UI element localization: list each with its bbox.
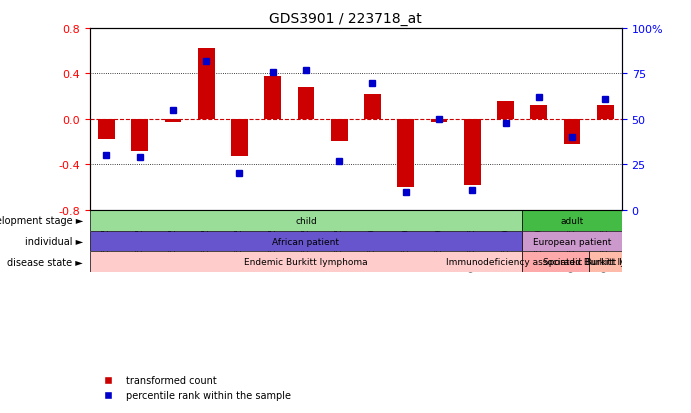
Legend: transformed count, percentile rank within the sample: transformed count, percentile rank withi…	[95, 371, 294, 404]
Bar	[522, 231, 622, 252]
Bar	[298, 88, 314, 120]
Text: European patient: European patient	[533, 237, 612, 246]
Bar	[464, 120, 480, 185]
Bar	[430, 120, 447, 123]
Bar	[231, 120, 248, 157]
Bar	[331, 120, 348, 141]
Text: Endemic Burkitt lymphoma: Endemic Burkitt lymphoma	[244, 258, 368, 267]
Text: child: child	[295, 216, 317, 225]
Bar	[90, 231, 522, 252]
Text: African patient: African patient	[272, 237, 339, 246]
Text: GDS3901 / 223718_at: GDS3901 / 223718_at	[269, 12, 422, 26]
Bar	[564, 120, 580, 145]
Bar	[164, 120, 181, 123]
Bar	[522, 210, 622, 231]
Bar	[531, 106, 547, 120]
Text: individual ►: individual ►	[25, 237, 83, 247]
Text: Immunodeficiency associated Burkitt lymphoma: Immunodeficiency associated Burkitt lymp…	[446, 258, 665, 267]
Bar	[498, 102, 514, 120]
Bar	[364, 95, 381, 120]
Bar	[522, 252, 589, 273]
Text: adult: adult	[560, 216, 584, 225]
Bar	[397, 120, 414, 188]
Bar	[589, 252, 622, 273]
Bar	[265, 76, 281, 120]
Bar	[98, 120, 115, 140]
Bar	[90, 252, 522, 273]
Bar	[90, 210, 522, 231]
Bar	[131, 120, 148, 152]
Bar	[597, 106, 614, 120]
Text: Sporadic Burkitt lymphoma: Sporadic Burkitt lymphoma	[543, 258, 668, 267]
Text: development stage ►: development stage ►	[0, 216, 83, 226]
Text: disease state ►: disease state ►	[7, 257, 83, 267]
Bar	[198, 49, 214, 120]
